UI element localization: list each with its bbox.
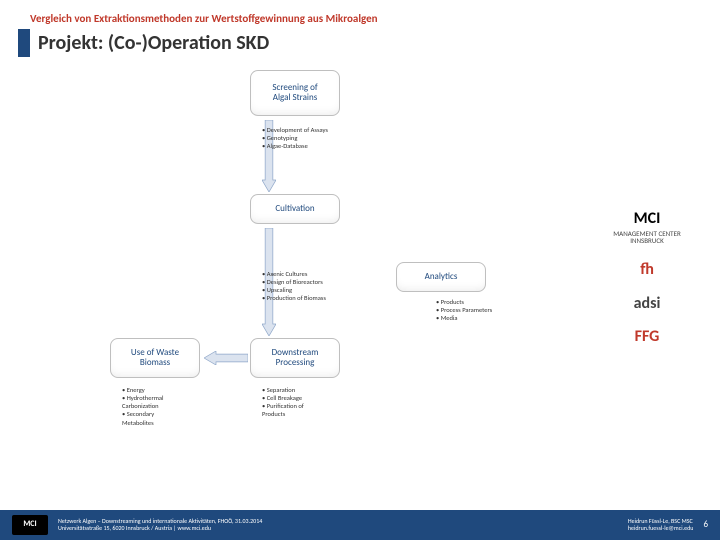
node-analytics: Analytics: [396, 262, 486, 292]
note-downstream: • Separation • Cell Breakage • Purificat…: [262, 386, 304, 419]
logo-ffg: FFG: [635, 328, 660, 346]
logo-mci: MCI MANAGEMENT CENTER INNSBRUCK: [613, 210, 681, 245]
logo-strip: MCI MANAGEMENT CENTER INNSBRUCK fh adsi FFG: [592, 210, 702, 346]
mci-badge: MCI: [12, 515, 48, 535]
node-screening: Screening of Algal Strains: [250, 70, 340, 116]
footer-left-line2: Universitätsstraße 15, 6020 Innsbruck / …: [58, 525, 262, 532]
page-title: Projekt: (Co-)Operation SKD: [38, 31, 269, 55]
node-downstream-label: Downstream Processing: [266, 344, 325, 373]
header-topline: Vergleich von Extraktionsmethoden zur We…: [0, 12, 720, 25]
node-downstream: Downstream Processing: [250, 338, 340, 378]
note-analytics: • Products • Process Parameters • Media: [436, 298, 492, 322]
footer-right-line2: heidrun.fuessl-le@mci.edu: [628, 525, 694, 532]
footer-right-text: Heidrun Füssl-Le, BSC MSC heidrun.fuessl…: [628, 518, 694, 532]
logo-adsi: adsi: [634, 295, 661, 313]
note-screening: • Development of Assays • Genotyping • A…: [262, 126, 328, 150]
title-accent-block: [18, 29, 30, 57]
node-cultivation: Cultivation: [250, 194, 340, 224]
note-waste: • Energy • Hydrothermal Carbonization • …: [122, 386, 164, 427]
footer-left-text: Netzwerk Algen – Downstreaming und inter…: [58, 518, 262, 532]
logo-fh-glyph: fh: [640, 261, 654, 279]
page-number: 6: [703, 520, 708, 531]
node-waste-label: Use of Waste Biomass: [125, 344, 185, 373]
logo-fh: fh: [640, 261, 654, 279]
title-bar: Projekt: (Co-)Operation SKD: [0, 29, 720, 57]
logo-ffg-glyph: FFG: [635, 328, 660, 346]
logo-adsi-glyph: adsi: [634, 295, 661, 313]
logo-mci-glyph: MCI: [634, 210, 661, 228]
logo-mci-caption: MANAGEMENT CENTER INNSBRUCK: [613, 230, 681, 245]
node-screening-label: Screening of Algal Strains: [266, 79, 323, 108]
node-waste: Use of Waste Biomass: [110, 338, 200, 378]
note-cultivation: • Axenic Cultures • Design of Bioreactor…: [262, 270, 326, 303]
node-analytics-label: Analytics: [419, 268, 464, 286]
node-cultivation-label: Cultivation: [269, 200, 320, 218]
arrow-downstream-to-waste: [204, 351, 248, 365]
footer-bar: MCI Netzwerk Algen – Downstreaming und i…: [0, 510, 720, 540]
